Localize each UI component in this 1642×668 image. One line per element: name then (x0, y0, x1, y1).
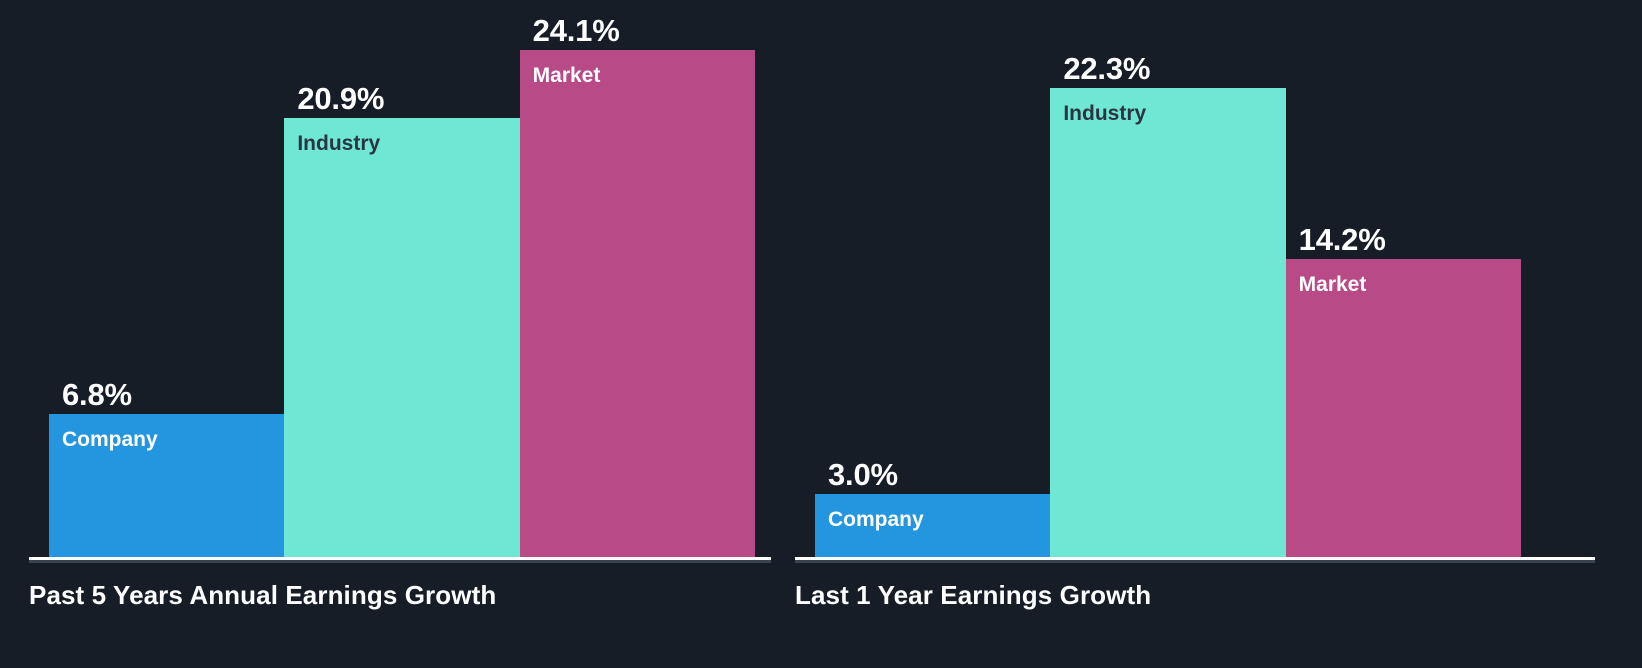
bar-slot-company: 6.8% Company (49, 0, 285, 557)
bar-company[interactable]: 3.0% Company (815, 459, 1051, 557)
bar-industry[interactable]: 22.3% Industry (1050, 53, 1286, 557)
bar-label-industry: Industry (297, 131, 381, 155)
baseline-axis-left (29, 557, 771, 560)
panel-title-last-1-year: Last 1 Year Earnings Growth (795, 580, 1152, 610)
bar-value-company: 6.8% (62, 377, 132, 413)
panel-title-past-5-years: Past 5 Years Annual Earnings Growth (29, 580, 497, 610)
bar-value-industry: 22.3% (1063, 51, 1151, 87)
bar-industry[interactable]: 20.9% Industry (284, 83, 520, 557)
bar-label-company: Company (62, 428, 158, 452)
bar-label-market: Market (532, 64, 601, 88)
bar-value-company: 3.0% (828, 456, 898, 492)
chart-panel-last-1-year: 3.0% Company 22.3% Industry 14.2% Market (790, 0, 1642, 668)
bar-value-industry: 20.9% (297, 80, 385, 116)
bar-market[interactable]: 24.1% Market (519, 15, 755, 557)
bar-slot-industry: 22.3% Industry (1050, 0, 1286, 557)
bar-group-left: 6.8% Company 20.9% Industry 24.1% Market (49, 0, 755, 557)
bar-market[interactable]: 14.2% Market (1285, 224, 1521, 557)
chart-panel-past-5-years: 6.8% Company 20.9% Industry 24.1% Market (0, 0, 790, 668)
bar-value-market: 14.2% (1298, 221, 1386, 257)
bar-label-market: Market (1298, 272, 1367, 296)
baseline-axis-right (795, 557, 1595, 560)
plot-area-left: 6.8% Company 20.9% Industry 24.1% Market (0, 0, 790, 557)
bar-company[interactable]: 6.8% Company (49, 379, 285, 557)
bar-slot-industry: 20.9% Industry (284, 0, 520, 557)
bar-slot-market: 14.2% Market (1285, 0, 1521, 557)
plot-area-right: 3.0% Company 22.3% Industry 14.2% Market (790, 0, 1642, 557)
bar-label-industry: Industry (1063, 102, 1147, 126)
bar-label-company: Company (828, 507, 924, 531)
bar-slot-market: 24.1% Market (519, 0, 755, 557)
baseline-axis-shadow-right (795, 560, 1595, 563)
bar-slot-company: 3.0% Company (815, 0, 1051, 557)
baseline-axis-shadow-left (29, 560, 771, 563)
bar-value-market: 24.1% (532, 13, 620, 49)
bar-group-right: 3.0% Company 22.3% Industry 14.2% Market (815, 0, 1521, 557)
